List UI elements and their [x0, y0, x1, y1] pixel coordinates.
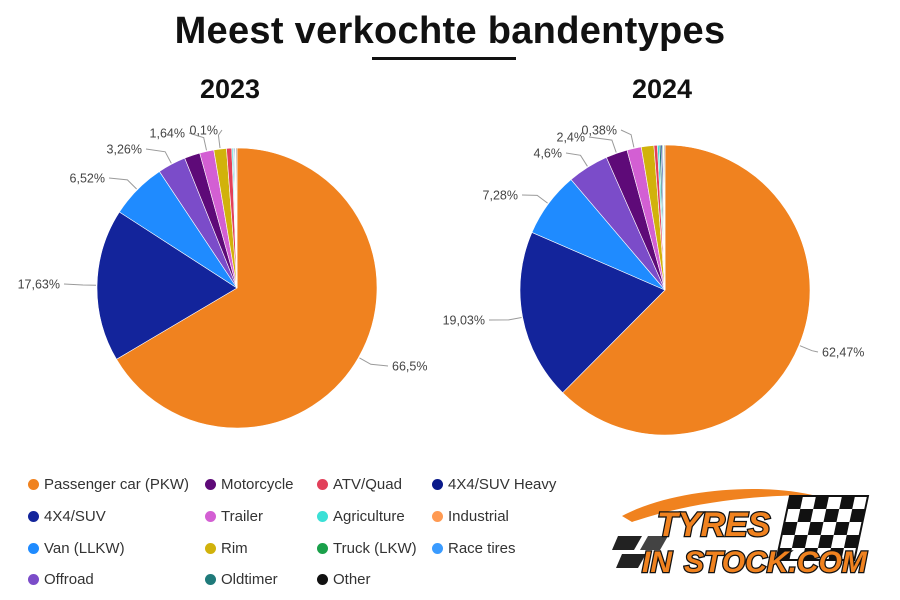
legend-swatch-motorcycle — [205, 479, 216, 490]
leader-line-motorcycle — [588, 136, 617, 153]
leader-line-offroad — [145, 148, 172, 164]
data-label-4x4-suv: 17,63% — [18, 278, 60, 292]
data-label-offroad: 4,6% — [534, 147, 563, 161]
pie-slice-passenger-car-pkw — [116, 147, 378, 429]
legend-item-4x4-suv: 4X4/SUV — [28, 508, 106, 525]
legend-label: Van (LLKW) — [44, 540, 125, 557]
leader-line-4x4-suv — [488, 317, 522, 321]
pie-slice-other — [663, 144, 666, 291]
legend-swatch-truck-lkw — [317, 543, 328, 554]
legend-swatch-4x4-suv-heavy — [432, 479, 443, 490]
legend-item-truck-lkw: Truck (LKW) — [317, 540, 417, 557]
legend-swatch-race-tires — [432, 543, 443, 554]
leader-line-passenger-car-pkw — [359, 357, 389, 367]
legend-label: Truck (LKW) — [333, 540, 417, 557]
legend-item-atv-quad: ATV/Quad — [317, 476, 402, 493]
data-label-4x4-suv: 19,03% — [443, 314, 485, 328]
data-label-trailer: 0,38% — [582, 124, 617, 138]
legend-swatch-agriculture — [317, 511, 328, 522]
chart-title-2023: 2023 — [199, 74, 261, 104]
title-underline — [372, 57, 516, 60]
legend-swatch-other — [317, 574, 328, 585]
legend-item-4x4-suv-heavy: 4X4/SUV Heavy — [432, 476, 556, 493]
data-label-passenger-car-pkw: 62,47% — [822, 346, 864, 360]
pie-charts: 66,5% 17,63% 6,52% 3,26% 1,64% 0,1% 62,47% 19,… — [18, 124, 864, 436]
legend-item-offroad: Offroad — [28, 571, 94, 588]
legend-label: 4X4/SUV — [44, 508, 106, 525]
legend-label: Agriculture — [333, 508, 405, 525]
tyresinstock-logo: TYRES IN STOCK.COM — [612, 488, 870, 580]
legend-item-race-tires: Race tires — [432, 540, 516, 557]
leader-line-trailer — [620, 129, 635, 148]
leader-line-van-llkw — [108, 177, 137, 190]
leader-line-van-llkw — [521, 194, 548, 204]
pie-chart-2024: 62,47% 19,03% 7,28% 4,6% 2,4%0,38% — [443, 124, 864, 436]
legend-item-oldtimer: Oldtimer — [205, 571, 278, 588]
leader-line-rim — [217, 129, 223, 149]
logo-text-tyres: TYRES — [657, 506, 771, 544]
legend-item-agriculture: Agriculture — [317, 508, 405, 525]
data-label-motorcycle: 2,4% — [557, 131, 586, 145]
data-label-offroad: 3,26% — [107, 143, 142, 157]
legend-item-passenger-car-pkw: Passenger car (PKW) — [28, 476, 189, 493]
legend-label: Other — [333, 571, 371, 588]
data-label-van-llkw: 6,52% — [70, 172, 105, 186]
data-label-passenger-car-pkw: 66,5% — [392, 360, 427, 374]
data-label-trailer: 1,64% — [150, 127, 185, 141]
page-title: Meest verkochte bandentypes — [174, 10, 726, 52]
pie-slice-other — [235, 147, 238, 289]
legend-swatch-atv-quad — [317, 479, 328, 490]
legend-label: Oldtimer — [221, 571, 278, 588]
legend-swatch-rim — [205, 543, 216, 554]
leader-line-passenger-car-pkw — [799, 345, 819, 353]
legend-swatch-4x4-suv — [28, 511, 39, 522]
legend-label: Motorcycle — [221, 476, 294, 493]
pie-chart-2023: 66,5% 17,63% 6,52% 3,26% 1,64% 0,1% — [18, 124, 427, 429]
logo-text-stock: STOCK.COM — [684, 546, 868, 579]
legend-swatch-trailer — [205, 511, 216, 522]
legend-label: Passenger car (PKW) — [44, 476, 190, 493]
legend-swatch-van-llkw — [28, 543, 39, 554]
legend-label: Industrial — [448, 508, 509, 525]
legend-item-other: Other — [317, 571, 371, 588]
legend-label: 4X4/SUV Heavy — [448, 476, 557, 493]
pie-slice-passenger-car-pkw — [562, 144, 811, 436]
legend-label: Rim — [221, 540, 248, 557]
data-label-rim: 0,1% — [190, 124, 219, 138]
pie-slice-4x4-suv — [96, 211, 238, 360]
legend-item-rim: Rim — [205, 540, 248, 557]
legend-label: Offroad — [44, 571, 94, 588]
leader-line-offroad — [565, 152, 588, 167]
legend-item-van-llkw: Van (LLKW) — [28, 540, 125, 557]
legend-swatch-passenger-car-pkw — [28, 479, 39, 490]
data-label-van-llkw: 7,28% — [483, 189, 518, 203]
legend-swatch-industrial — [432, 511, 443, 522]
logo-text-in: IN — [642, 546, 673, 579]
legend-label: Race tires — [448, 540, 516, 557]
legend-label: ATV/Quad — [333, 476, 402, 493]
legend-swatch-offroad — [28, 574, 39, 585]
legend-item-trailer: Trailer — [205, 508, 263, 525]
legend-label: Trailer — [221, 508, 263, 525]
legend-item-motorcycle: Motorcycle — [205, 476, 294, 493]
legend-item-industrial: Industrial — [432, 508, 509, 525]
pie-slice-4x4-suv — [519, 232, 666, 394]
leader-line-trailer — [188, 132, 207, 151]
leader-line-4x4-suv — [63, 283, 97, 286]
chart-title-2024: 2024 — [631, 74, 693, 104]
legend-swatch-oldtimer — [205, 574, 216, 585]
